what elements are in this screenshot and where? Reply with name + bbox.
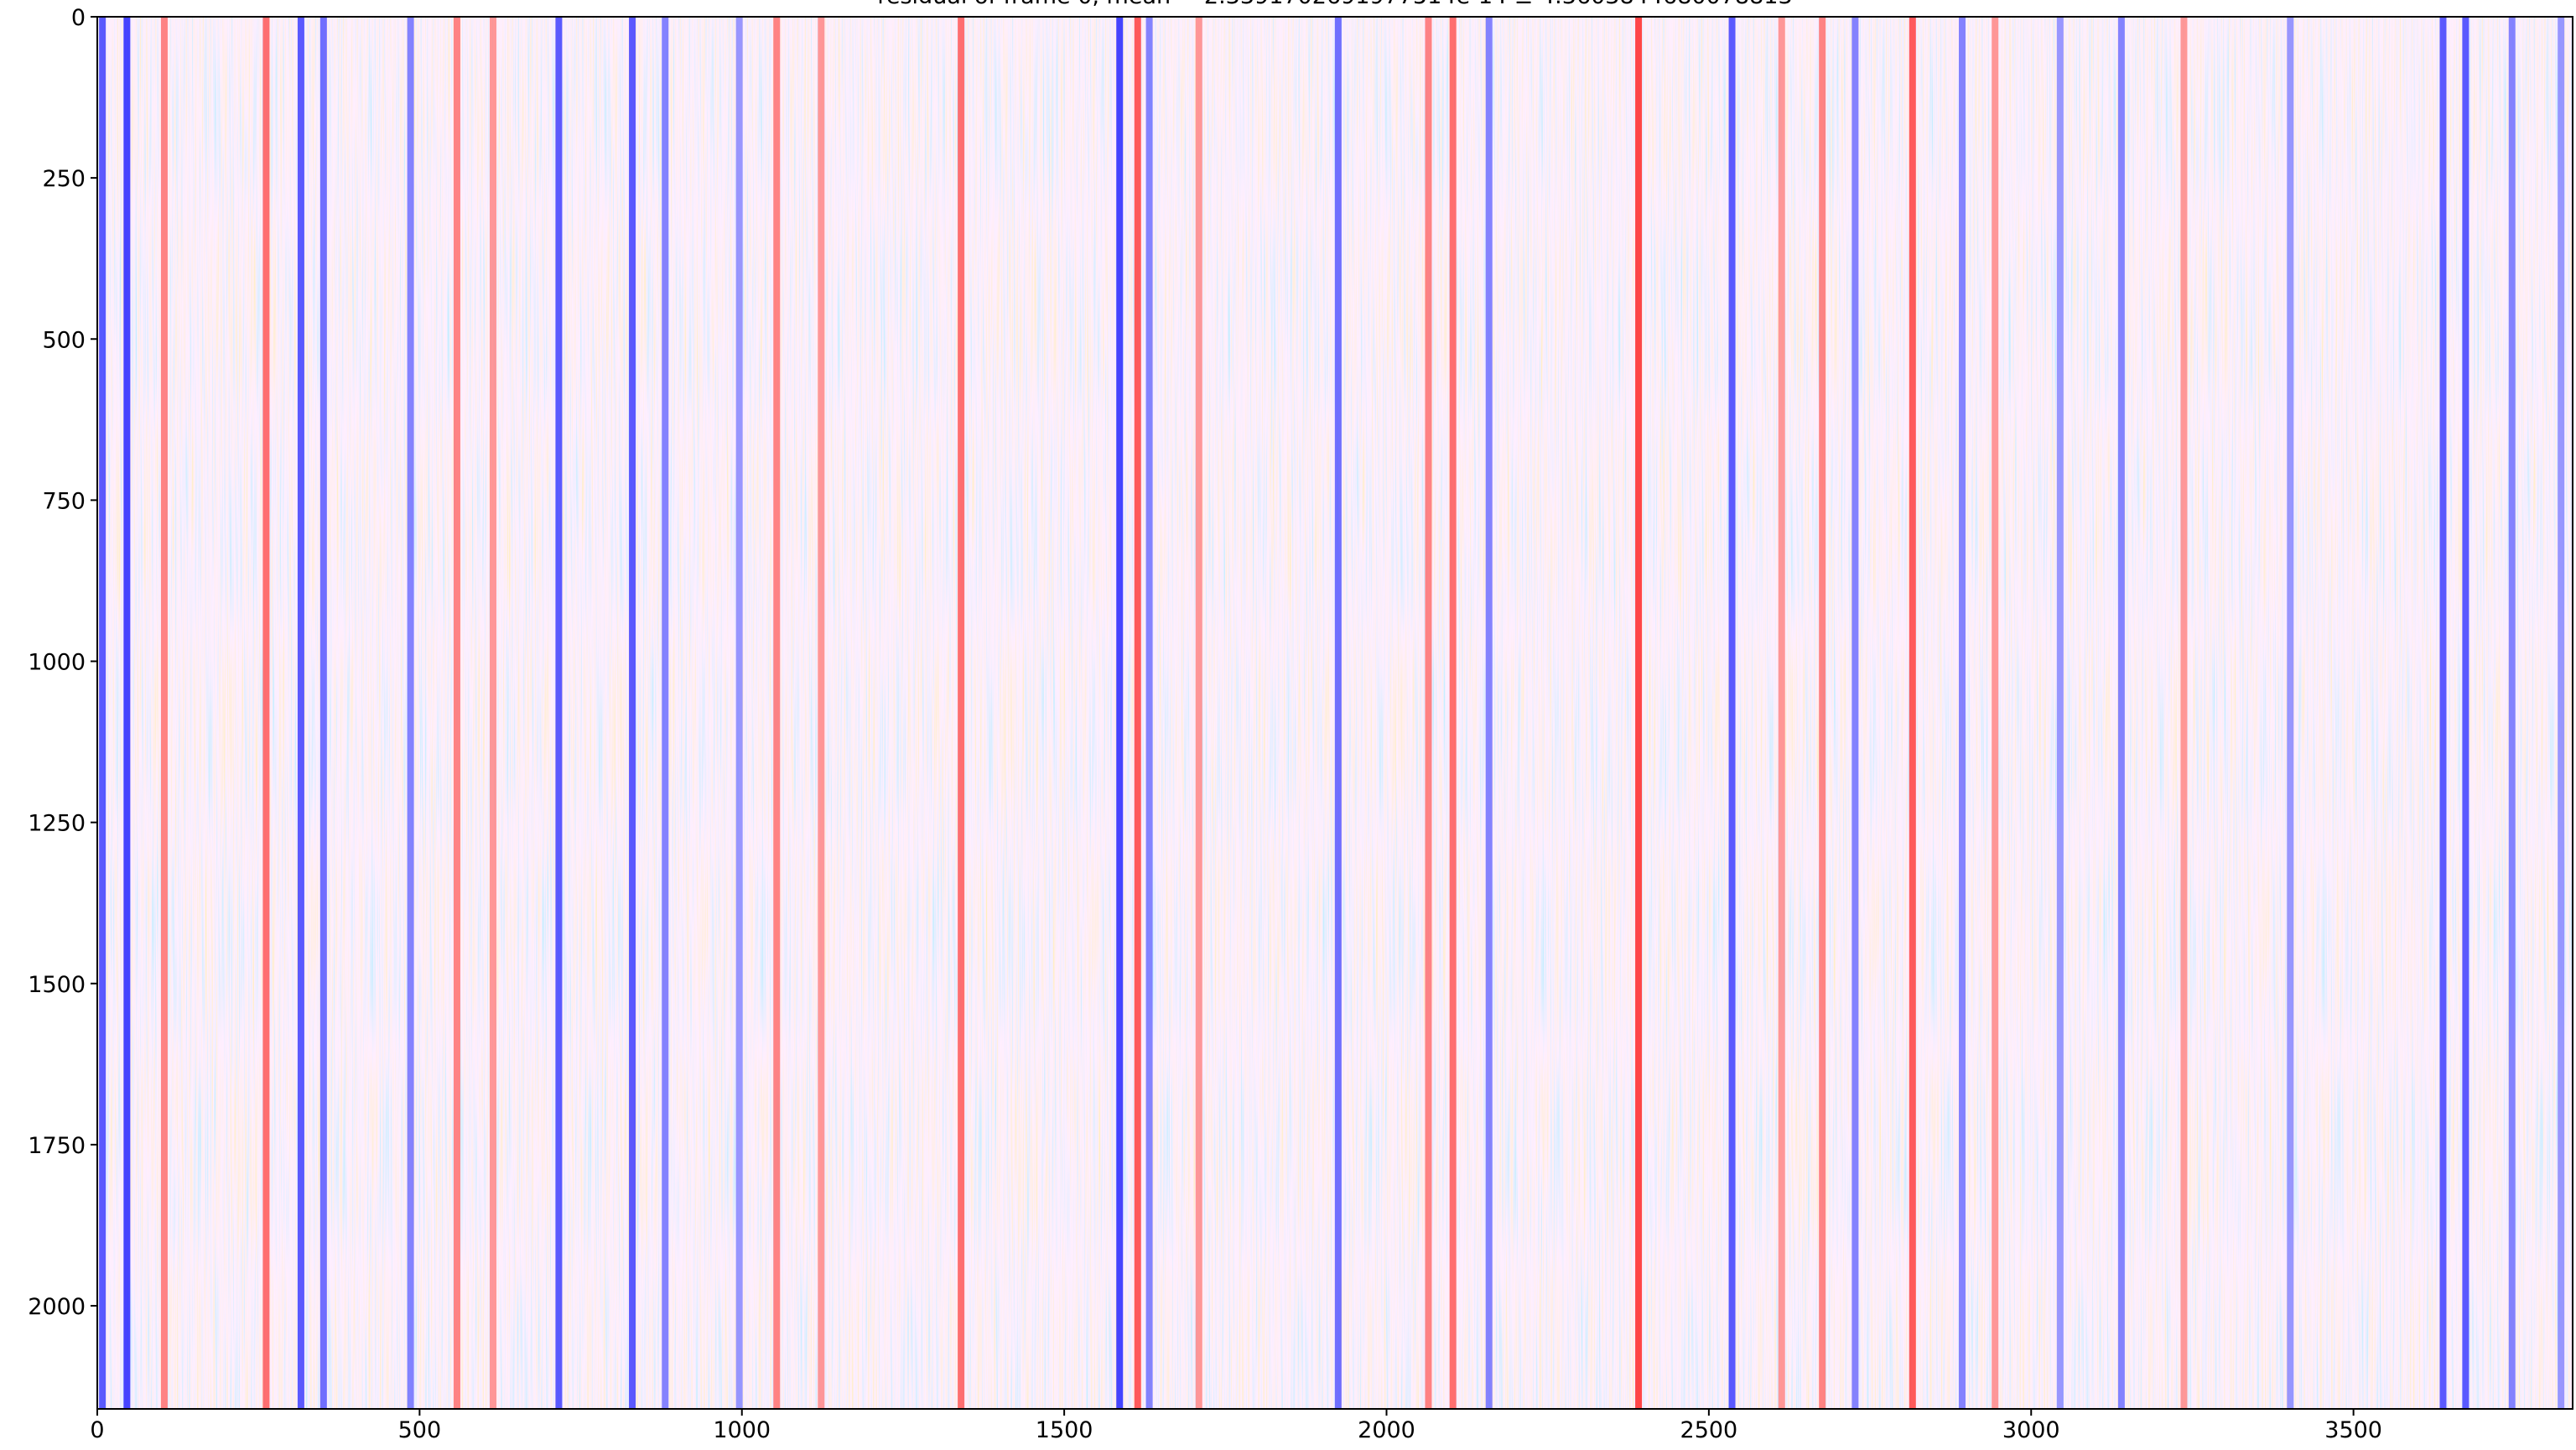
heatmap-column (2180, 17, 2188, 1409)
heatmap-column (490, 17, 497, 1409)
x-tick-label: 1500 (1036, 1417, 1093, 1443)
y-tick-label: 500 (42, 327, 86, 353)
heatmap-column (1852, 17, 1859, 1409)
heatmap-column (1195, 17, 1202, 1409)
heatmap-column (2439, 17, 2447, 1409)
heatmap-column (629, 17, 636, 1409)
heatmap-column (2462, 17, 2470, 1409)
y-tick-label: 750 (42, 488, 86, 514)
heatmap-column (555, 17, 563, 1409)
heatmap-column (1728, 17, 1736, 1409)
heatmap-column (2056, 17, 2064, 1409)
y-tick-label: 1000 (28, 650, 86, 676)
heatmap-column (735, 17, 743, 1409)
heatmap-column (1134, 17, 1141, 1409)
heatmap-column (1425, 17, 1432, 1409)
heatmap-column (1778, 17, 1785, 1409)
heatmap-column (818, 17, 825, 1409)
heatmap-column (99, 17, 106, 1409)
heatmap-column (1485, 17, 1493, 1409)
heatmap-column (297, 17, 304, 1409)
heatmap-column (1909, 17, 1916, 1409)
heatmap-column (1819, 17, 1826, 1409)
y-tick-label: 1500 (28, 972, 86, 998)
x-tick-label: 1000 (713, 1417, 771, 1443)
heatmap-column (319, 17, 327, 1409)
heatmap-column (1992, 17, 1999, 1409)
x-tick-label: 2500 (1680, 1417, 1738, 1443)
y-tick-label: 1750 (28, 1133, 86, 1159)
y-tick-label: 250 (42, 166, 86, 192)
heatmap-column (453, 17, 460, 1409)
heatmap-column (1334, 17, 1342, 1409)
x-tick-label: 500 (398, 1417, 442, 1443)
heatmap-column (773, 17, 781, 1409)
y-tick-label: 0 (71, 5, 86, 31)
heatmap-column (958, 17, 965, 1409)
heatmap-column (262, 17, 270, 1409)
x-tick-label: 2000 (1358, 1417, 1415, 1443)
heatmap-column (1635, 17, 1643, 1409)
heatmap-column (1145, 17, 1153, 1409)
heatmap-column (1449, 17, 1457, 1409)
heatmap-column (407, 17, 414, 1409)
heatmap-column (2508, 17, 2516, 1409)
x-tick-label: 0 (90, 1417, 104, 1443)
heatmap-column (1116, 17, 1124, 1409)
heatmap-column (662, 17, 669, 1409)
y-tick-label: 1250 (28, 811, 86, 837)
plot-frame (96, 16, 2573, 1410)
heatmap-column (2117, 17, 2125, 1409)
heatmap-column (123, 17, 131, 1409)
x-tick-label: 3500 (2324, 1417, 2382, 1443)
heatmap-column (160, 17, 168, 1409)
heatmap-column (2558, 17, 2565, 1409)
heatmap-column (2287, 17, 2294, 1409)
heatmap-column (1958, 17, 1966, 1409)
chart-title: residual of frame 0, mean = 2.3391702691… (877, 0, 1792, 9)
x-tick-label: 3000 (2002, 1417, 2060, 1443)
y-tick-label: 2000 (28, 1294, 86, 1320)
